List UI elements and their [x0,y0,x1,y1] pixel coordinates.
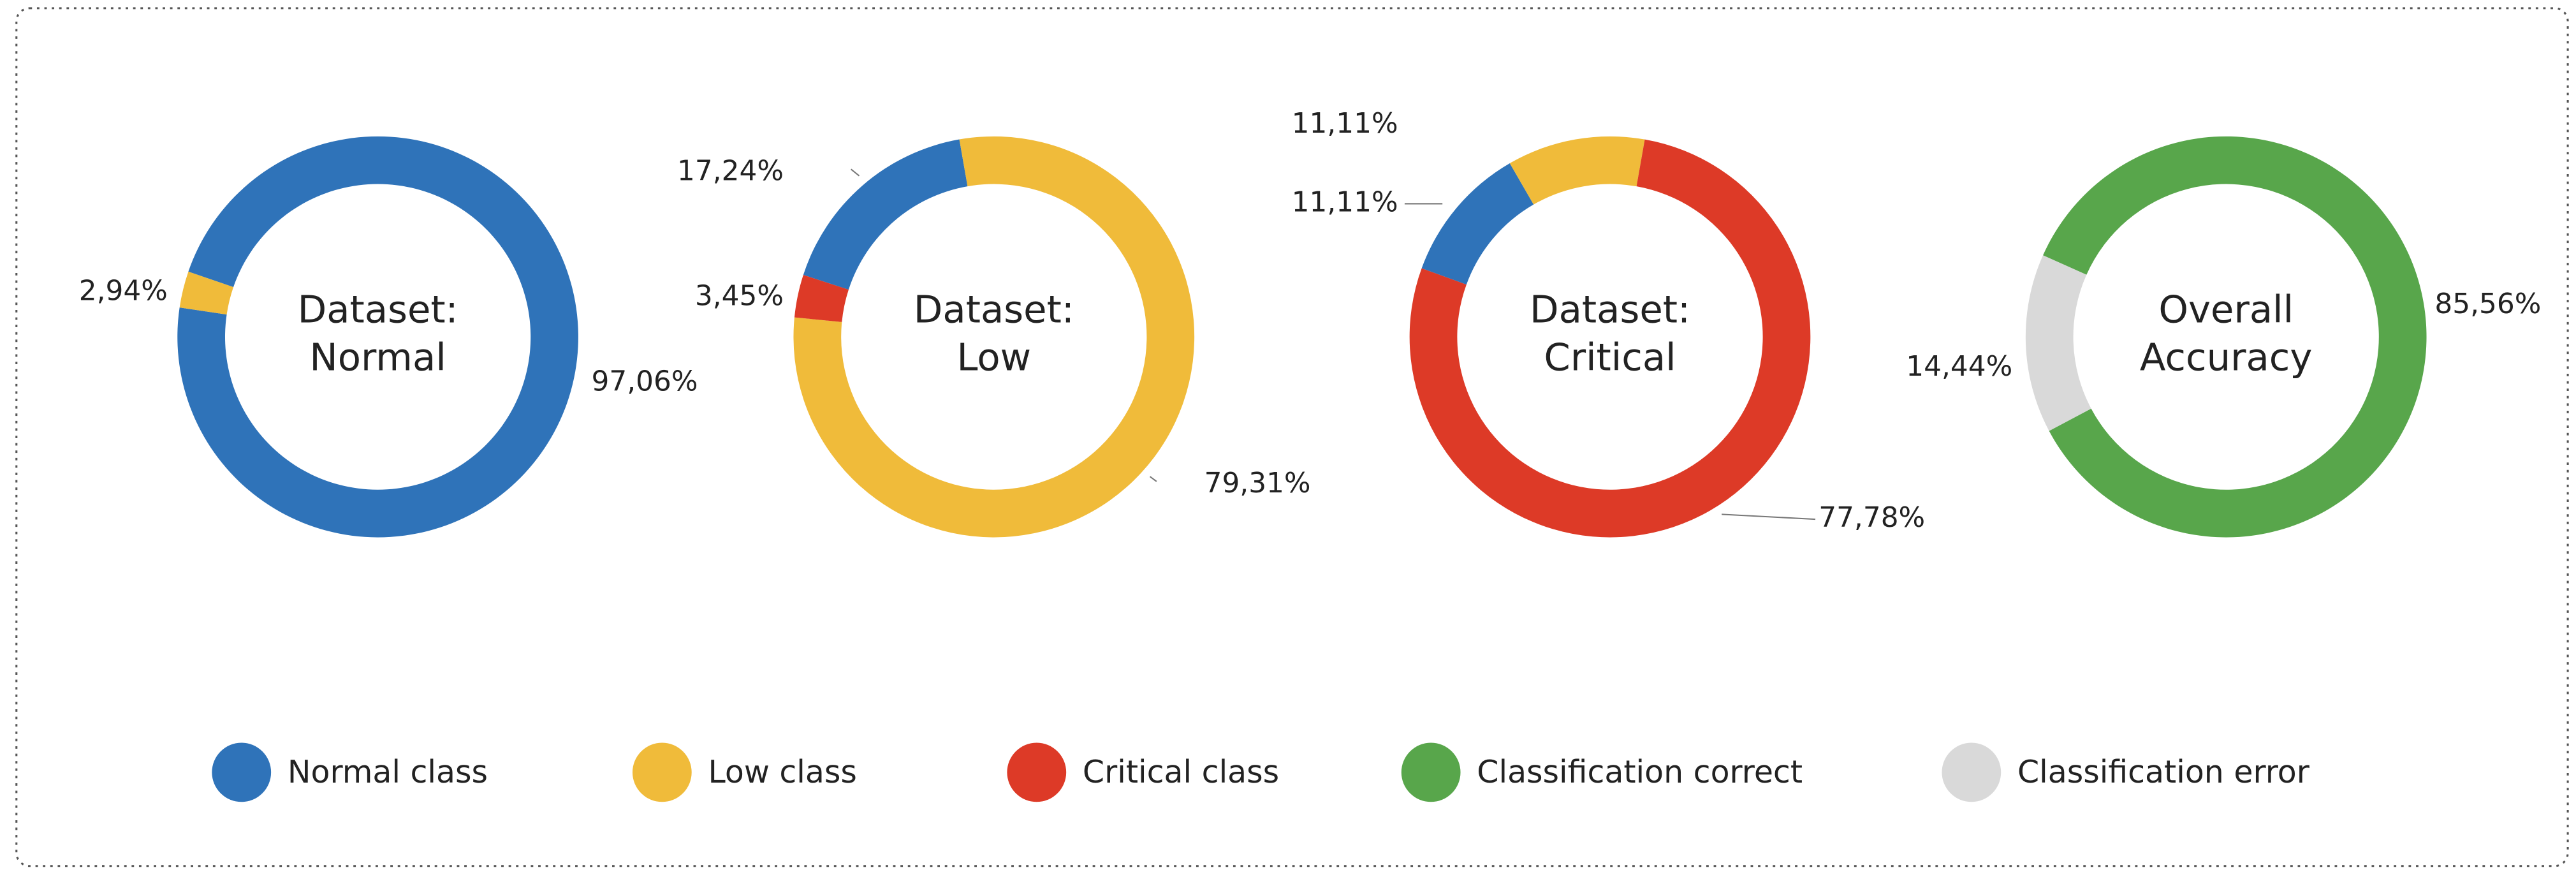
center-label: Overall [2158,288,2294,332]
leader-line [1149,476,1157,482]
center-label: Dataset: [1530,288,1690,332]
legend-label: Low class [708,754,856,790]
donut-slice [2025,255,2091,431]
value-label: 11,11% [1292,107,1398,140]
value-label: 85,56% [2434,288,2541,320]
value-label: 79,31% [1204,467,1311,499]
legend-swatch [1942,742,2002,802]
donut-slice [803,139,968,290]
center-label: Dataset: [914,288,1074,332]
value-label: 3,45% [695,279,784,312]
center-label: Accuracy [2140,335,2313,379]
frame [15,7,2569,867]
center-label: Dataset: [298,288,458,332]
leader-line [850,168,860,177]
value-label: 14,44% [1906,350,2012,383]
value-label: 11,11% [1292,186,1398,218]
donut-slice [1509,136,1645,205]
legend-swatch [632,742,692,802]
donut-slice [179,271,234,315]
legend-label: Classification error [2017,754,2310,790]
donut-slice [1421,163,1534,285]
value-label: 97,06% [592,365,698,397]
legend-label: Normal class [288,754,488,790]
leader-line [1722,513,1816,520]
value-label: 17,24% [677,155,784,188]
legend-swatch [1401,742,1461,802]
legend-label: Classification correct [1477,754,1803,790]
legend-swatch [1007,742,1067,802]
donut-slice [794,275,849,322]
legend-swatch [212,742,272,802]
legend-label: Critical class [1083,754,1279,790]
center-label: Low [956,335,1031,379]
center-label: Critical [1544,335,1676,379]
center-label: Normal [309,335,446,379]
value-label: 2,94% [79,275,168,307]
value-label: 77,78% [1819,501,1925,534]
